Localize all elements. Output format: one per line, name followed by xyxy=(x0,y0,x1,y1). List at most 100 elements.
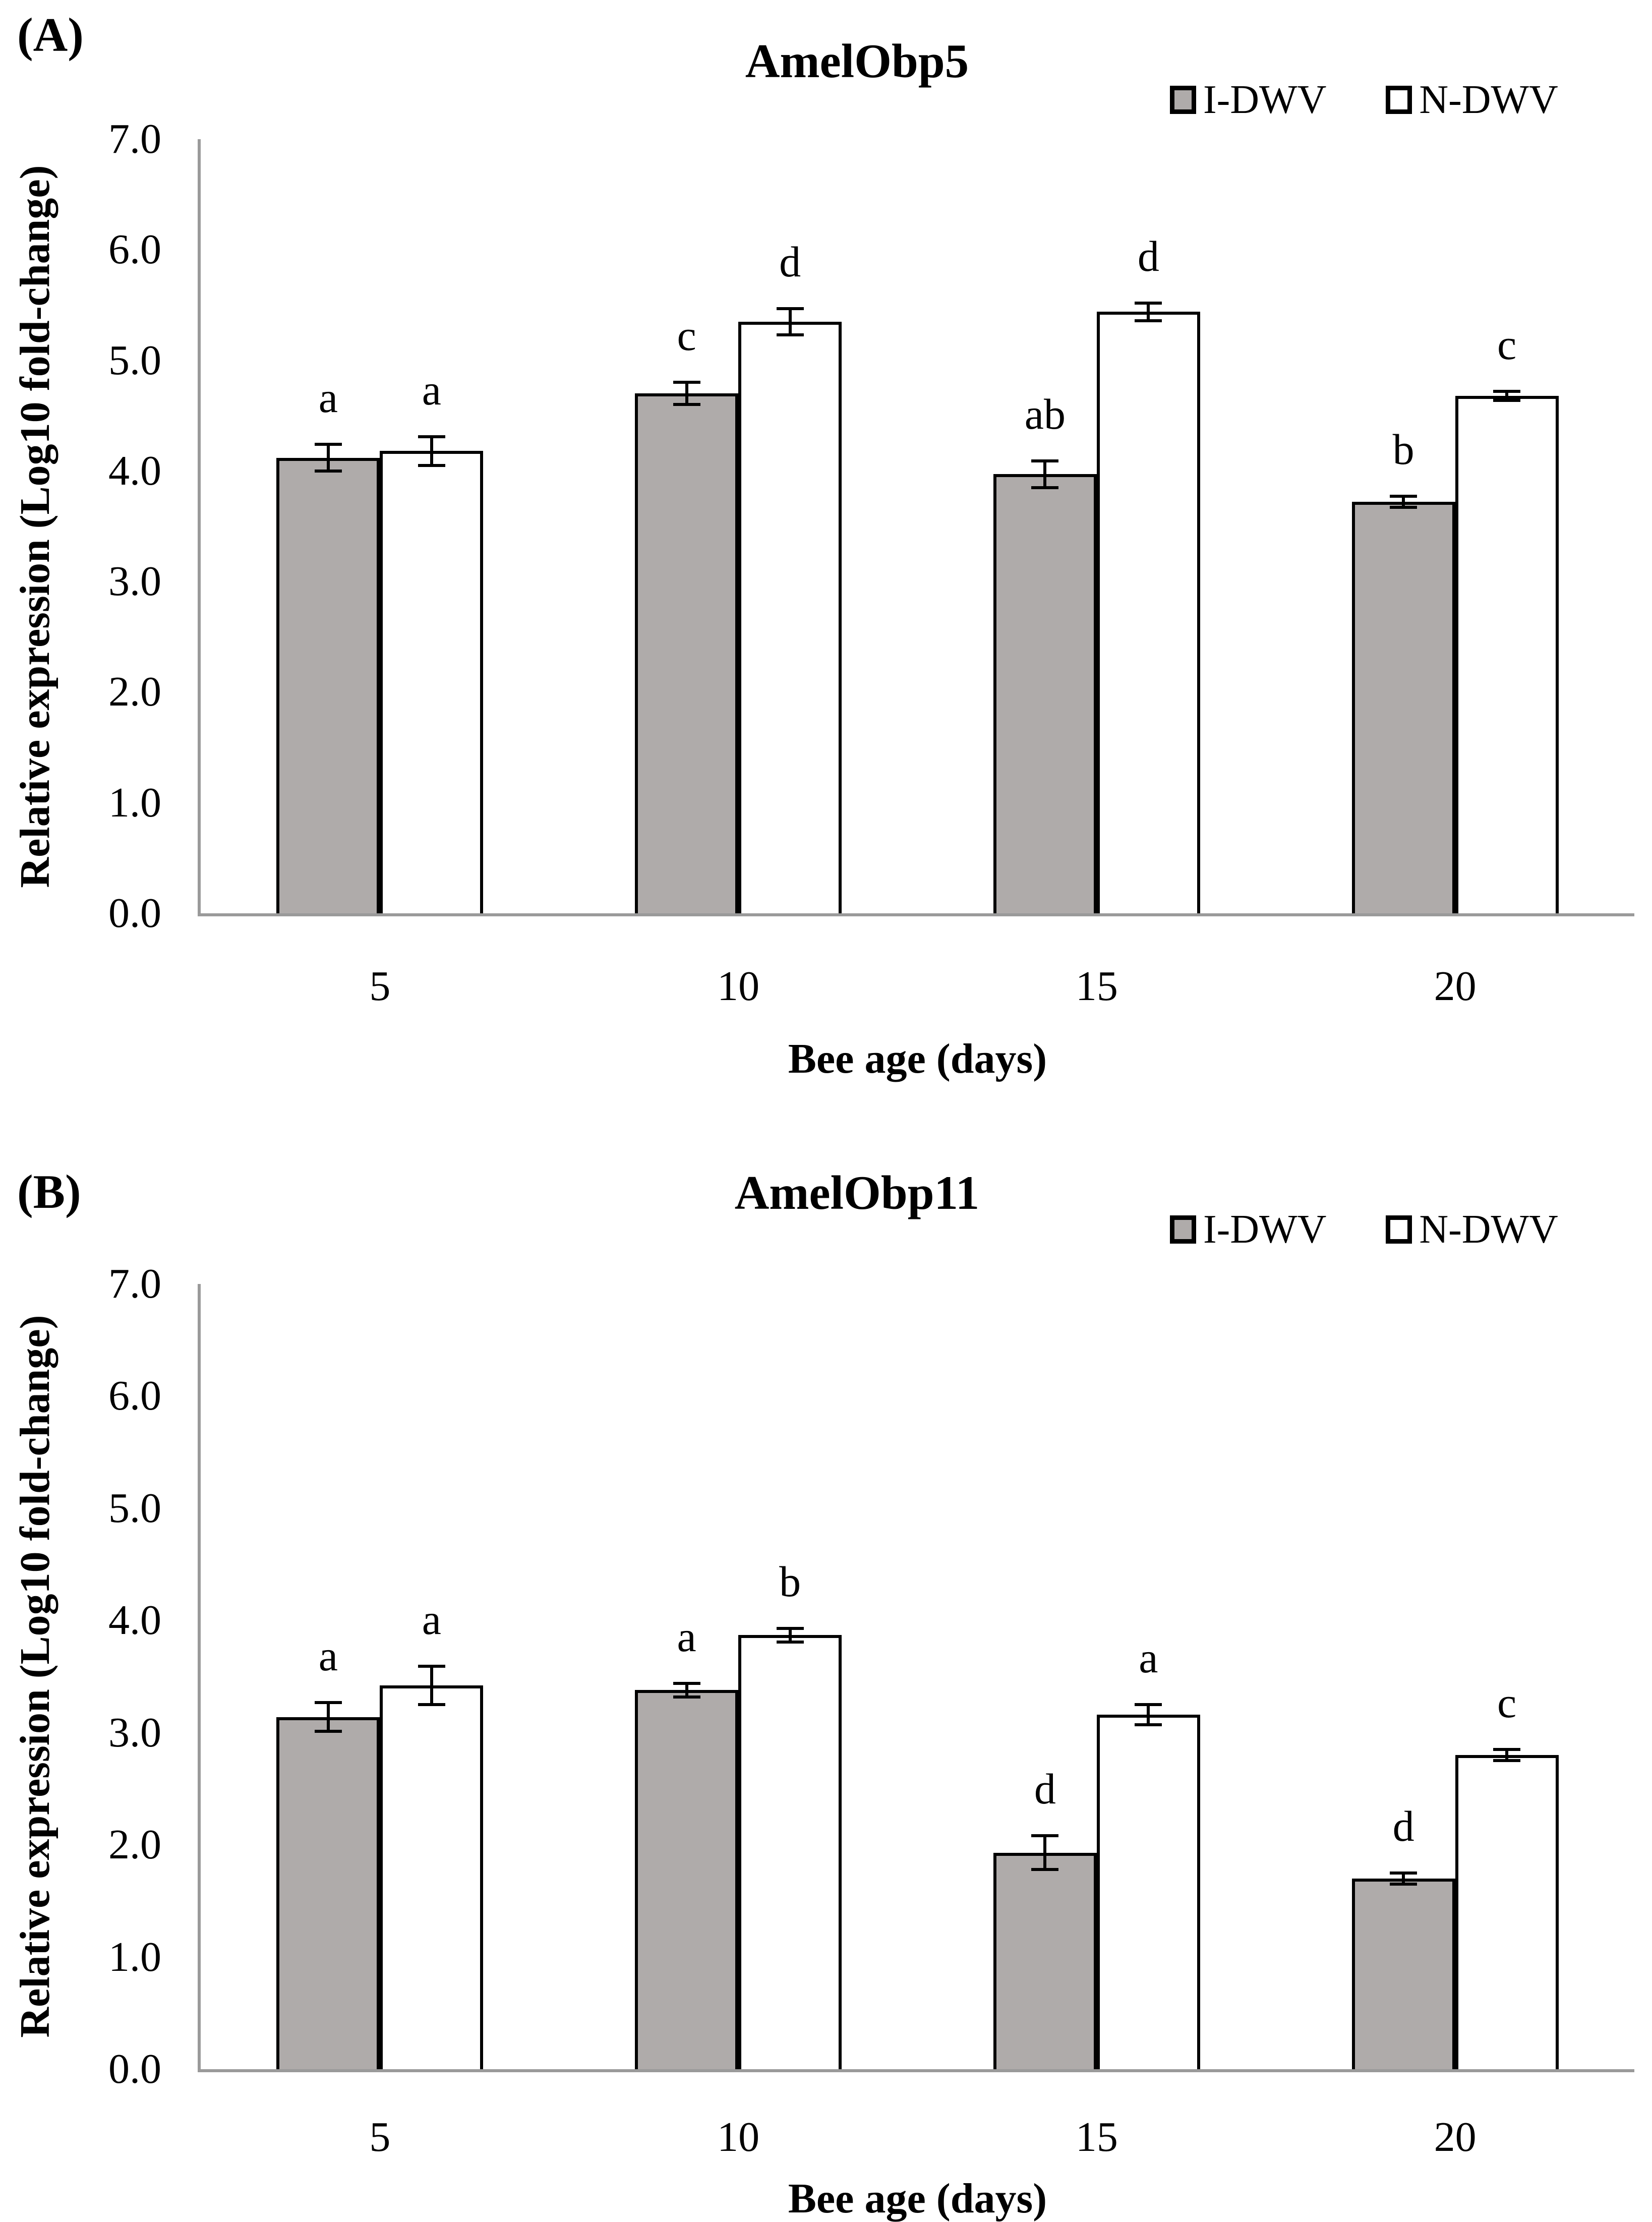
sig-letter: c xyxy=(1497,1678,1517,1727)
sig-letter: ab xyxy=(1024,390,1066,439)
error-bar-cap xyxy=(314,469,342,473)
error-bar xyxy=(1043,1836,1047,1870)
error-bar-cap xyxy=(776,1626,804,1630)
x-tick-label: 10 xyxy=(717,2114,760,2160)
y-tick-label: 6.0 xyxy=(108,226,161,273)
error-bar xyxy=(1147,303,1150,321)
bar-i-dwv xyxy=(276,457,380,913)
error-bar-cap xyxy=(1493,1759,1521,1763)
bar-i-dwv xyxy=(993,1852,1097,2069)
error-bar-cap xyxy=(418,1703,445,1707)
error-bar xyxy=(788,1628,792,1642)
bar-n-dwv xyxy=(1455,395,1559,913)
error-bar-cap xyxy=(314,443,342,446)
error-bar xyxy=(430,436,433,465)
sig-letter: b xyxy=(779,1557,801,1606)
y-tick-label: 2.0 xyxy=(108,668,161,716)
error-bar-cap xyxy=(418,435,445,438)
y-tick-label: 2.0 xyxy=(108,1821,161,1868)
x-tick-label: 10 xyxy=(717,963,760,1010)
sig-letter: a xyxy=(318,373,338,422)
sig-letter: a xyxy=(422,1595,441,1644)
bar-i-dwv xyxy=(276,1717,380,2069)
bar-i-dwv xyxy=(993,474,1097,913)
x-tick-label: 15 xyxy=(1075,2114,1118,2160)
bar-n-dwv xyxy=(1096,312,1200,913)
bar-n-dwv xyxy=(738,321,842,913)
error-bar-cap xyxy=(1031,1868,1059,1872)
error-bar xyxy=(1402,1873,1405,1884)
y-tick-label: 4.0 xyxy=(108,447,161,494)
sig-letter: d xyxy=(1137,231,1159,280)
sig-letter: c xyxy=(677,311,696,360)
error-bar-cap xyxy=(1031,1834,1059,1838)
x-axis-line xyxy=(198,913,1634,916)
sig-letter: a xyxy=(677,1612,696,1661)
legend-swatch-ndwv xyxy=(1386,1215,1412,1244)
y-tick-label: 7.0 xyxy=(108,1260,161,1307)
x-tick-label: 15 xyxy=(1075,963,1118,1010)
error-bar-cap xyxy=(418,463,445,467)
y-tick-label: 6.0 xyxy=(108,1372,161,1420)
error-bar-cap xyxy=(673,1695,700,1699)
error-bar-cap xyxy=(1135,319,1162,322)
sig-letter: a xyxy=(1139,1633,1158,1682)
error-bar xyxy=(685,382,688,405)
error-bar-cap xyxy=(673,381,700,384)
y-tick-label: 0.0 xyxy=(108,890,161,937)
x-axis-line xyxy=(198,2069,1634,2072)
error-bar xyxy=(1505,391,1509,400)
legend-label-ndwv: N-DWV xyxy=(1419,78,1558,122)
y-axis-line xyxy=(198,1284,201,2072)
bar-n-dwv xyxy=(380,451,484,913)
legend-swatch-idwv xyxy=(1170,1215,1196,1244)
error-bar-cap xyxy=(1031,459,1059,463)
y-tick-label: 5.0 xyxy=(108,336,161,384)
sig-letter: d xyxy=(779,237,801,286)
y-axis-line xyxy=(198,139,201,916)
error-bar-cap xyxy=(1493,398,1521,402)
bar-i-dwv xyxy=(635,393,739,913)
panel-b-legend: I-DWV N-DWV xyxy=(1170,1209,1558,1250)
error-bar-cap xyxy=(1135,1703,1162,1707)
error-bar xyxy=(685,1683,688,1697)
x-tick-label: 5 xyxy=(369,2114,391,2160)
y-tick-label: 3.0 xyxy=(108,558,161,605)
panel-a-label: (A) xyxy=(17,8,84,62)
y-tick-label: 4.0 xyxy=(108,1597,161,1644)
error-bar xyxy=(1505,1749,1509,1761)
y-tick-label: 3.0 xyxy=(108,1709,161,1756)
error-bar-cap xyxy=(673,403,700,406)
error-bar-cap xyxy=(1390,506,1418,509)
error-bar-cap xyxy=(1135,301,1162,305)
error-bar-cap xyxy=(1493,389,1521,393)
legend-swatch-ndwv xyxy=(1386,86,1412,114)
sig-letter: b xyxy=(1392,425,1414,474)
legend-swatch-idwv xyxy=(1170,86,1196,114)
panel-a-x-axis-title: Bee age (days) xyxy=(788,1035,1047,1082)
legend-label-ndwv: N-DWV xyxy=(1419,1207,1558,1252)
panel-a-legend: I-DWV N-DWV xyxy=(1170,80,1558,120)
sig-letter: a xyxy=(422,365,441,414)
panel-b-title: AmelObp11 xyxy=(734,1166,980,1219)
error-bar-cap xyxy=(1031,486,1059,489)
panel-b-label: (B) xyxy=(17,1165,81,1218)
y-tick-label: 5.0 xyxy=(108,1484,161,1532)
error-bar-cap xyxy=(1493,1748,1521,1751)
bar-i-dwv xyxy=(1351,502,1455,913)
panel-b-x-axis-title: Bee age (days) xyxy=(788,2175,1047,2222)
legend-label-idwv: I-DWV xyxy=(1203,78,1327,122)
bar-i-dwv xyxy=(1351,1878,1455,2069)
error-bar xyxy=(1147,1705,1150,1725)
sig-letter: c xyxy=(1497,320,1517,369)
y-tick-label: 0.0 xyxy=(108,2045,161,2092)
error-bar-cap xyxy=(314,1730,342,1733)
error-bar xyxy=(326,444,330,471)
y-tick-label: 1.0 xyxy=(108,779,161,826)
error-bar-cap xyxy=(776,307,804,310)
error-bar-cap xyxy=(1390,495,1418,498)
x-tick-label: 5 xyxy=(369,963,391,1010)
sig-letter: d xyxy=(1392,1801,1414,1850)
error-bar-cap xyxy=(1390,1882,1418,1886)
error-bar xyxy=(788,308,792,335)
